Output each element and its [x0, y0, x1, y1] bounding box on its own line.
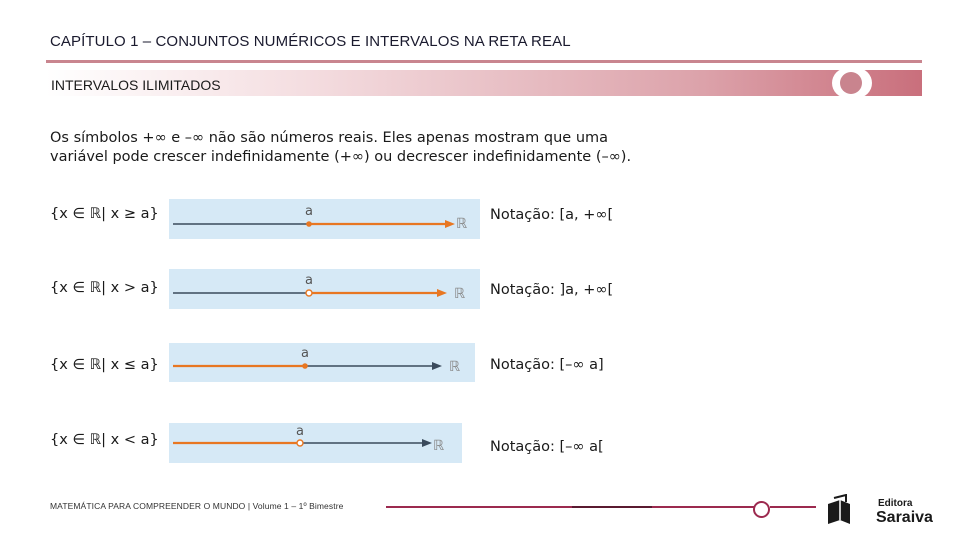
- interval-notation-2: Notação: ]a, +∞[: [490, 282, 614, 298]
- interval-set-2: {x ∈ ℝ| x > a}: [50, 280, 159, 296]
- footer-divider: [386, 506, 756, 508]
- number-line-2: a ℝ: [169, 269, 480, 309]
- section-band: INTERVALOS ILIMITADOS: [46, 70, 922, 96]
- axis-label-2: ℝ: [454, 286, 466, 302]
- closed-endpoint-icon: [306, 221, 312, 227]
- intro-line-1: Os símbolos +∞ e –∞ não são números reai…: [50, 130, 609, 146]
- header-divider: [46, 60, 922, 63]
- open-endpoint-icon: [305, 289, 313, 297]
- book-logo-icon: Editora Saraiva: [828, 493, 933, 526]
- point-label-3: a: [301, 346, 309, 361]
- number-line-1: a ℝ: [169, 199, 480, 239]
- point-label-4: a: [296, 424, 304, 439]
- interval-notation-3: Notação: [–∞ a]: [490, 357, 604, 373]
- number-line-4: a ℝ: [169, 423, 462, 463]
- closed-endpoint-icon: [302, 363, 308, 369]
- number-line-3: a ℝ: [169, 343, 475, 382]
- logo-line-2: Saraiva: [876, 509, 933, 526]
- section-dot-icon: [840, 72, 862, 94]
- axis-label-3: ℝ: [449, 359, 461, 375]
- interval-set-3: {x ∈ ℝ| x ≤ a}: [50, 357, 159, 373]
- open-endpoint-icon: [296, 439, 304, 447]
- publisher-logo: Editora Saraiva: [826, 493, 944, 526]
- footer-divider-right: [770, 506, 816, 508]
- axis-label-1: ℝ: [456, 216, 468, 232]
- interval-notation-4: Notação: [–∞ a[: [490, 439, 604, 455]
- axis-label-4: ℝ: [433, 438, 445, 454]
- chapter-title: CAPÍTULO 1 – CONJUNTOS NUMÉRICOS E INTER…: [50, 33, 571, 50]
- point-label-1: a: [305, 204, 313, 219]
- section-badge: [832, 68, 872, 98]
- footer-divider-accent: [572, 506, 652, 508]
- intro-paragraph: Os símbolos +∞ e –∞ não são números reai…: [50, 129, 690, 167]
- point-label-2: a: [305, 273, 313, 288]
- section-title: INTERVALOS ILIMITADOS: [51, 77, 221, 93]
- interval-notation-1: Notação: [a, +∞[: [490, 207, 614, 223]
- footer-text: MATEMÁTICA PARA COMPREENDER O MUNDO | Vo…: [50, 501, 344, 511]
- interval-set-1: {x ∈ ℝ| x ≥ a}: [50, 206, 159, 222]
- interval-set-4: {x ∈ ℝ| x < a}: [50, 432, 159, 448]
- intro-line-2: variável pode crescer indefinidamente (+…: [50, 149, 632, 165]
- logo-line-1: Editora: [878, 498, 913, 509]
- footer-ring-icon: [753, 501, 770, 518]
